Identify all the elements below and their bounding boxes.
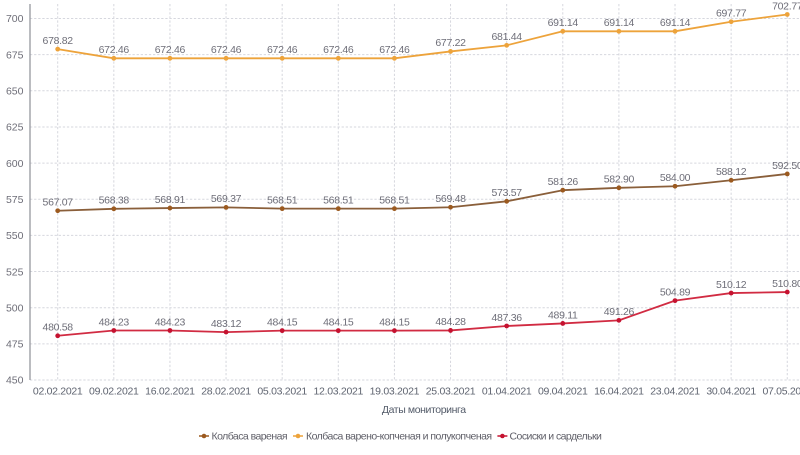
svg-text:491.26: 491.26 <box>604 306 635 318</box>
svg-text:672.46: 672.46 <box>267 44 298 56</box>
svg-text:504.89: 504.89 <box>660 286 691 298</box>
svg-text:Колбаса варено-копченая и полу: Колбаса варено-копченая и полукопченая <box>306 431 492 443</box>
svg-text:569.48: 569.48 <box>435 193 466 205</box>
svg-text:23.04.2021: 23.04.2021 <box>650 386 700 398</box>
svg-text:697.77: 697.77 <box>716 8 747 20</box>
svg-text:500: 500 <box>6 302 24 314</box>
svg-text:584.00: 584.00 <box>660 172 691 184</box>
svg-text:16.02.2021: 16.02.2021 <box>145 386 195 398</box>
svg-text:582.90: 582.90 <box>604 174 635 186</box>
svg-text:Сосиски и сардельки: Сосиски и сардельки <box>510 431 603 443</box>
svg-text:02.02.2021: 02.02.2021 <box>33 386 83 398</box>
svg-text:01.04.2021: 01.04.2021 <box>482 386 532 398</box>
svg-text:568.51: 568.51 <box>379 194 410 206</box>
svg-text:484.23: 484.23 <box>155 316 186 328</box>
svg-text:28.02.2021: 28.02.2021 <box>201 386 251 398</box>
svg-text:588.12: 588.12 <box>716 166 747 178</box>
svg-text:600: 600 <box>6 158 24 170</box>
svg-text:550: 550 <box>6 230 24 242</box>
svg-text:487.36: 487.36 <box>491 312 522 324</box>
svg-text:489.11: 489.11 <box>548 309 578 321</box>
svg-text:672.46: 672.46 <box>379 44 410 56</box>
svg-text:681.44: 681.44 <box>491 31 522 43</box>
svg-text:568.91: 568.91 <box>155 194 186 206</box>
svg-text:700: 700 <box>6 13 24 25</box>
svg-text:Даты мониторинга: Даты мониторинга <box>382 404 466 416</box>
svg-text:483.12: 483.12 <box>211 318 242 330</box>
svg-text:691.14: 691.14 <box>604 17 635 29</box>
svg-text:581.26: 581.26 <box>548 176 579 188</box>
svg-text:675: 675 <box>6 49 24 61</box>
svg-text:19.03.2021: 19.03.2021 <box>370 386 420 398</box>
svg-text:672.46: 672.46 <box>155 44 186 56</box>
svg-text:691.14: 691.14 <box>660 17 691 29</box>
svg-text:568.38: 568.38 <box>99 195 130 207</box>
svg-text:450: 450 <box>6 375 24 387</box>
svg-text:484.23: 484.23 <box>99 316 130 328</box>
svg-text:702.77: 702.77 <box>772 0 800 12</box>
svg-text:567.07: 567.07 <box>43 197 74 209</box>
svg-text:568.51: 568.51 <box>267 194 298 206</box>
svg-text:12.03.2021: 12.03.2021 <box>314 386 364 398</box>
svg-text:672.46: 672.46 <box>99 44 130 56</box>
svg-text:672.46: 672.46 <box>323 44 354 56</box>
svg-text:25.03.2021: 25.03.2021 <box>426 386 476 398</box>
svg-text:592.50: 592.50 <box>772 160 800 172</box>
svg-text:568.51: 568.51 <box>323 194 354 206</box>
svg-text:672.46: 672.46 <box>211 44 242 56</box>
svg-text:678.82: 678.82 <box>43 35 74 47</box>
svg-text:510.12: 510.12 <box>716 279 747 291</box>
svg-text:575: 575 <box>6 194 24 206</box>
svg-text:569.37: 569.37 <box>211 193 242 205</box>
svg-text:573.57: 573.57 <box>491 187 522 199</box>
svg-text:510.80: 510.80 <box>772 278 800 290</box>
svg-text:09.02.2021: 09.02.2021 <box>89 386 139 398</box>
svg-text:475: 475 <box>6 339 24 351</box>
svg-text:525: 525 <box>6 266 24 278</box>
svg-text:16.04.2021: 16.04.2021 <box>594 386 644 398</box>
svg-text:650: 650 <box>6 86 24 98</box>
svg-text:07.05.2021: 07.05.2021 <box>762 386 800 398</box>
svg-text:09.04.2021: 09.04.2021 <box>538 386 588 398</box>
svg-text:625: 625 <box>6 122 24 134</box>
svg-text:677.22: 677.22 <box>435 37 466 49</box>
svg-text:484.15: 484.15 <box>267 316 298 328</box>
svg-text:05.03.2021: 05.03.2021 <box>257 386 307 398</box>
svg-text:Колбаса вареная: Колбаса вареная <box>212 431 288 443</box>
svg-text:484.28: 484.28 <box>435 316 466 328</box>
svg-text:484.15: 484.15 <box>323 316 354 328</box>
svg-text:480.58: 480.58 <box>43 322 74 334</box>
svg-text:484.15: 484.15 <box>379 316 410 328</box>
svg-text:30.04.2021: 30.04.2021 <box>706 386 756 398</box>
svg-text:691.14: 691.14 <box>548 17 579 29</box>
